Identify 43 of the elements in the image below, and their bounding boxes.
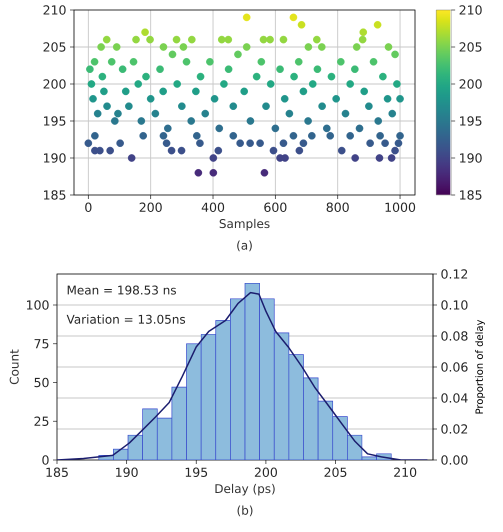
y-tick-label: 210 [44, 5, 66, 15]
x-tick-label: 1000 [386, 202, 416, 212]
y2-axis-title: Proportion of delay [475, 320, 485, 414]
y2-tick-label: 0.12 [441, 269, 468, 279]
y-tick-label: 25 [34, 416, 48, 426]
y-tick-label: 0 [42, 455, 49, 465]
y-tick-label: 190 [44, 153, 66, 163]
y-tick-label: 50 [34, 378, 49, 388]
annotation: Mean = 198.53 ns [68, 286, 176, 295]
x-axis-title: Samples [220, 218, 270, 230]
y2-tick-label: 0.00 [441, 455, 468, 465]
x-tick-label: 190 [116, 468, 138, 477]
text: (a) [237, 240, 252, 252]
x-tick-label: 400 [202, 202, 224, 212]
color-bar-label: 190 [460, 153, 482, 163]
y2-tick-label: 0.08 [441, 331, 468, 341]
y-tick-label: 195 [44, 116, 66, 126]
y-tick-label: 100 [26, 300, 49, 310]
y-tick-label: 200 [44, 79, 66, 89]
x-tick-label: 205 [324, 468, 346, 477]
x-tick-label: 0 [85, 202, 92, 212]
color-bar-label: 205 [460, 42, 482, 52]
text: (b) [238, 506, 252, 516]
color-bar-label: 200 [460, 79, 482, 89]
x-tick-label: 800 [326, 202, 349, 212]
x-tick-label: 600 [264, 202, 286, 212]
y-tick-label: 185 [44, 190, 66, 200]
y-tick-label: 205 [44, 42, 66, 52]
y2-tick-label: 0.10 [441, 300, 468, 310]
x-tick-label: 210 [394, 468, 416, 477]
y2-tick-label: 0.02 [441, 424, 468, 434]
color-bar-label: 210 [460, 5, 482, 15]
x-axis-title: Delay (ps) [215, 484, 275, 496]
color-bar-label: 195 [460, 116, 482, 126]
y2-tick-label: 0.06 [441, 362, 468, 372]
x-tick-label: 195 [186, 468, 208, 477]
color-bar-label: 185 [460, 190, 482, 200]
annotation: Variation = 13.05ns [66, 314, 186, 324]
y-axis-title: Count [10, 349, 19, 384]
y-tick-label: 75 [34, 339, 48, 348]
x-tick-label: 200 [140, 202, 162, 212]
x-tick-label: 200 [254, 468, 277, 477]
y2-tick-label: 0.04 [441, 393, 468, 403]
